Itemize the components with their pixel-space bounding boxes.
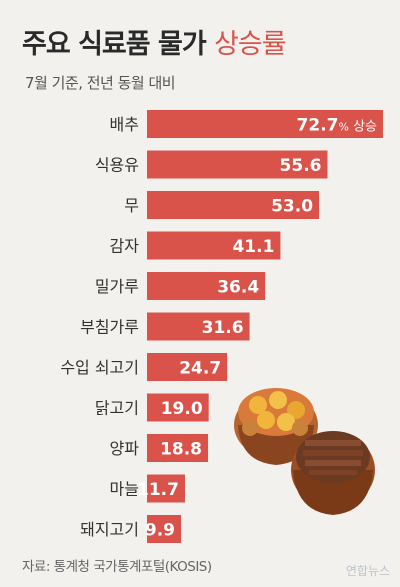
category-label: 부침가루 [80, 318, 139, 337]
bar [147, 312, 250, 341]
food-basket-illustration [234, 388, 375, 515]
category-label: 밀가루 [95, 277, 139, 296]
category-label: 무 [124, 196, 139, 215]
value-label: 36.4 [217, 278, 259, 298]
bar-group: 배추 72.7% 상승 [110, 110, 383, 138]
value-label: 53.0 [271, 197, 313, 217]
bar [147, 353, 228, 381]
bar [147, 272, 266, 300]
value-label: 24.7 [179, 359, 221, 379]
category-label: 배추 [110, 115, 139, 134]
category-label: 닭고기 [95, 399, 139, 418]
bar-group: 무 53.0 [124, 191, 320, 219]
bar-group: 밀가루 36.4 [95, 272, 266, 300]
bar-group: 돼지고기 9.9 [80, 515, 181, 543]
bar [147, 191, 320, 219]
value-label: 41.1 [232, 237, 274, 257]
value-label: 9.9 [145, 521, 175, 541]
bar [147, 434, 209, 462]
value-label: 19.0 [161, 399, 203, 419]
bar [147, 515, 181, 543]
value-label: 11.7 [137, 480, 179, 500]
category-label: 식용유 [95, 156, 139, 175]
bar-group: 닭고기 19.0 [95, 393, 209, 422]
bar [147, 474, 185, 503]
category-label: 수입 쇠고기 [60, 358, 139, 377]
bar-group: 감자 41.1 [110, 231, 281, 260]
bar-group: 수입 쇠고기 24.7 [60, 353, 228, 381]
category-label: 돼지고기 [80, 520, 139, 539]
bar [147, 150, 328, 179]
category-label: 감자 [110, 237, 140, 256]
title-accent: 상승률 [214, 29, 287, 60]
category-label: 마늘 [110, 480, 139, 499]
value-label: 31.6 [202, 318, 244, 338]
watermark-logo: 연합뉴스 [345, 564, 390, 578]
chart-subtitle: 7월 기준, 전년 동월 대비 [25, 74, 176, 92]
bar [147, 110, 383, 138]
bar [147, 393, 209, 422]
bar-group: 식용유 55.6 [95, 150, 328, 179]
chart-title: 주요 식료품 물가 상승률 [22, 22, 287, 61]
bar-group: 양파 18.8 [110, 434, 209, 462]
value-label: 18.8 [160, 440, 202, 460]
value-label: 72.7% 상승 [297, 116, 377, 136]
bar-group: 부침가루 31.6 [80, 312, 250, 341]
source-note: 자료: 통계청 국가통계포털(KOSIS) [22, 559, 212, 575]
bar [147, 231, 281, 260]
title-main: 주요 식료품 물가 [22, 29, 207, 60]
category-label: 양파 [110, 439, 140, 458]
value-label: 55.6 [280, 156, 322, 176]
